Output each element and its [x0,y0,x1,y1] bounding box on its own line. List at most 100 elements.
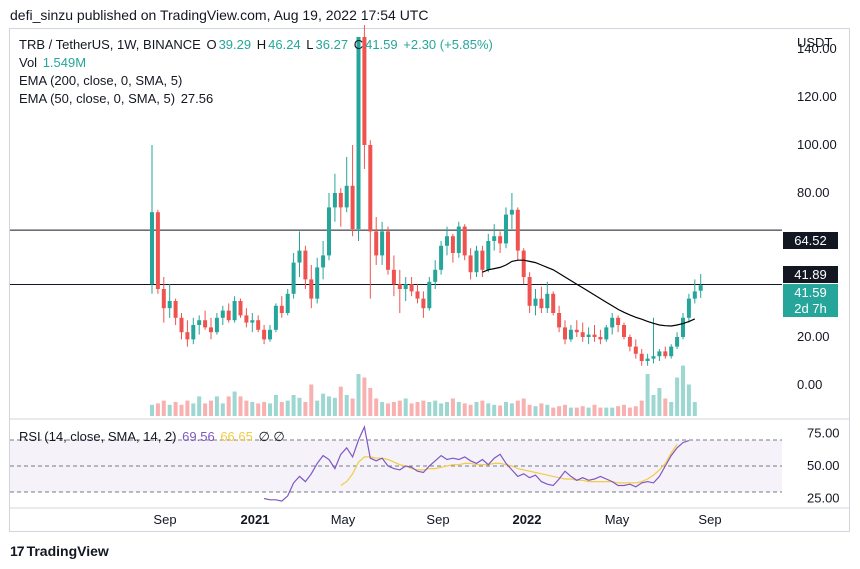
volume-bar [456,402,461,416]
last-price-tag: 41.59 [783,284,838,301]
volume-bar [167,404,172,416]
volume-bar [356,374,361,416]
volume-bar [409,403,414,416]
candle-body [604,327,609,340]
candle-body [421,298,426,309]
candle-body [539,298,544,309]
volume-bar [344,395,349,416]
volume-bar [433,400,438,416]
volume-bar [439,403,444,416]
volume-bar [657,388,662,416]
candle-body [521,250,526,277]
candle-body [592,334,597,337]
candle-body [291,262,296,294]
volume-bar [568,407,573,416]
ema50-line [482,259,696,327]
volume-bar [309,384,314,416]
candle-body [645,358,650,361]
candle-body [279,305,284,313]
grid-lines [10,418,849,509]
candle-body [403,284,408,289]
volume-bar [232,391,237,416]
tradingview-brand[interactable]: 17 TradingView [10,543,109,559]
candle-body [574,329,579,333]
candle-body [273,305,278,330]
candle-body [498,236,503,244]
candle-body [321,255,326,268]
candle-body [545,293,550,309]
candle-body [338,193,343,208]
volume-bar [368,388,373,416]
volume-bar [279,402,284,416]
candle-body [256,320,261,330]
candle-body [445,236,449,246]
symbol-legend: TRB / TetherUS, 1W, BINANCE O 39.29 H 46.2… [19,37,495,52]
volume-bar [504,402,508,416]
rsi-tick-label: 25.00 [807,491,840,506]
candle-body [191,325,196,340]
volume-bar [291,395,296,416]
price-tick-label: 120.00 [797,89,837,104]
volume-bar [563,404,567,416]
candle-body [551,293,556,313]
volume-bar [374,398,379,416]
candle-body [563,327,567,340]
candle-body [397,284,402,289]
volume-bar [610,407,615,416]
candle-body [315,267,320,299]
volume-bar [185,400,190,416]
volume-bar [415,402,420,416]
volume-bar [633,406,638,416]
candle-body [427,281,432,309]
candle-body [474,250,479,273]
candle-body [651,356,656,359]
candle-body [244,315,249,323]
candle-body [185,332,190,340]
volume-bar [468,404,473,416]
volume-bar [515,400,520,416]
candle-body [568,329,573,340]
volume-bar [197,396,202,416]
volume-bar [285,400,290,416]
candle-body [598,337,603,340]
candle-body [681,317,685,337]
candle-body [686,298,691,318]
volume-bar [551,407,556,416]
candle-body [616,317,621,325]
price-axis-unit: USDT [797,35,832,50]
volume-bar [586,407,591,416]
volume-bar [362,377,367,416]
candle-body [250,320,255,323]
candle-body [303,250,308,280]
brand-name: TradingView [26,543,109,559]
low-label: L [306,37,314,52]
candle-body [356,37,361,229]
candle-body [350,185,355,229]
close-value: 41.59 [365,37,398,52]
candle-body [309,279,314,299]
candle-body [197,320,202,325]
ema50-legend: EMA (50, close, 0, SMA, 5) 27.56 [19,91,215,106]
volume-bar [474,402,479,416]
volume-bar [445,402,449,416]
candle-body [692,291,697,299]
candle-body [161,289,166,309]
volume-bar [692,402,697,416]
candle-body [533,298,538,306]
chart-frame[interactable] [9,28,850,532]
candle-body [150,212,154,285]
time-tick-label: May [331,512,356,527]
volume-bar [498,405,503,416]
open-label: O [206,37,217,52]
level-lower-tag: 41.89 [783,266,838,283]
candle-body [297,250,302,263]
volume-bar [421,400,426,416]
volume-bar [220,403,225,416]
candle-body [374,231,379,256]
candle-body [220,310,225,318]
candle-body [285,293,290,313]
symbol-title: TRB / TetherUS, 1W, BINANCE [19,37,201,52]
volume-bar [397,400,402,416]
volume-bar [297,397,302,416]
